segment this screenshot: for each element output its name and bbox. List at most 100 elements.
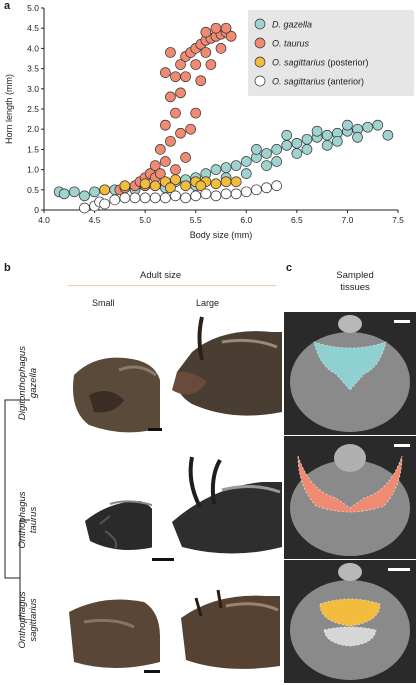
data-point bbox=[129, 192, 141, 204]
x-tick-label: 6.5 bbox=[291, 215, 303, 225]
data-point bbox=[210, 190, 222, 202]
data-point bbox=[240, 156, 252, 167]
data-point bbox=[165, 135, 176, 147]
y-tick-label: 3.5 bbox=[27, 64, 39, 74]
small-label: Small bbox=[92, 298, 115, 308]
data-point bbox=[170, 107, 181, 119]
adult-size-header: Adult size bbox=[140, 270, 182, 281]
legend-label: D. gazella bbox=[272, 20, 312, 30]
data-point bbox=[220, 176, 232, 188]
data-point bbox=[160, 156, 171, 167]
legend-marker bbox=[254, 75, 266, 87]
y-tick-label: 5.0 bbox=[27, 3, 39, 13]
data-point bbox=[58, 188, 70, 200]
data-point bbox=[79, 190, 90, 202]
data-point bbox=[185, 123, 197, 135]
data-point bbox=[200, 47, 212, 58]
data-point bbox=[170, 71, 181, 83]
legend-marker bbox=[254, 37, 266, 49]
data-point bbox=[99, 198, 111, 210]
data-point bbox=[160, 192, 171, 204]
data-point bbox=[291, 137, 303, 149]
data-point bbox=[170, 164, 181, 175]
legend-label: O. sagittarius (posterior) bbox=[272, 58, 369, 68]
data-point bbox=[175, 59, 186, 70]
beetle-taurus-small-image bbox=[70, 476, 160, 566]
data-point bbox=[271, 156, 282, 167]
phylogeny-tree bbox=[4, 399, 30, 620]
data-point bbox=[180, 152, 191, 163]
data-point bbox=[99, 184, 111, 196]
chart-axes: 4.0 4.5 5.0 5.5 6.0 6.5 7.0 7.5 0 0.5 1.0 1.5 2.0 2.5… bbox=[4, 3, 404, 240]
legend-label: O. sagittarius (anterior) bbox=[272, 77, 364, 87]
beetle-taurus-large-image bbox=[152, 452, 282, 562]
data-point bbox=[119, 192, 131, 204]
data-point bbox=[281, 129, 293, 141]
data-point bbox=[165, 182, 176, 194]
data-point bbox=[154, 168, 166, 179]
large-label: Large bbox=[196, 298, 220, 308]
sampled-tissues-title: Sampled tissues bbox=[336, 270, 374, 293]
data-point bbox=[139, 178, 151, 190]
chart-legend: D. gazella O. taurus O. sagittarius (poste… bbox=[248, 10, 414, 96]
data-point bbox=[165, 91, 176, 103]
x-tick-label: 7.0 bbox=[342, 215, 354, 225]
chart-points bbox=[53, 22, 394, 214]
data-point bbox=[301, 144, 313, 155]
data-point bbox=[175, 87, 186, 99]
data-point bbox=[271, 144, 282, 155]
data-point bbox=[331, 135, 343, 147]
x-tick-label: 6.0 bbox=[240, 215, 252, 225]
data-point bbox=[261, 160, 272, 171]
species-label-gazella: Digitonthophagus gazella bbox=[17, 346, 39, 420]
data-point bbox=[200, 26, 212, 38]
data-point bbox=[220, 22, 232, 34]
data-point bbox=[154, 144, 166, 155]
data-point bbox=[170, 190, 181, 202]
data-point bbox=[230, 188, 242, 200]
data-point bbox=[205, 59, 217, 70]
adult-size-rule bbox=[68, 285, 276, 286]
data-point bbox=[251, 144, 262, 155]
data-point bbox=[230, 176, 242, 188]
y-tick-label: 1.5 bbox=[27, 144, 39, 154]
data-point bbox=[240, 168, 252, 179]
x-axis-label: Body size (mm) bbox=[190, 230, 253, 240]
y-tick-label: 0 bbox=[34, 205, 39, 215]
tissue-image-taurus bbox=[284, 436, 416, 559]
data-point bbox=[225, 30, 237, 42]
y-tick-label: 3.0 bbox=[27, 84, 39, 94]
y-tick-label: 2.5 bbox=[27, 104, 39, 114]
data-point bbox=[382, 129, 394, 141]
x-tick-label: 7.5 bbox=[392, 215, 404, 225]
data-point bbox=[89, 186, 100, 198]
y-tick-label: 2.0 bbox=[27, 124, 39, 134]
panel-label-b: b bbox=[4, 262, 11, 274]
data-point bbox=[109, 194, 121, 206]
panel-label-a: a bbox=[4, 0, 11, 12]
data-point bbox=[195, 75, 207, 87]
x-tick-label: 4.0 bbox=[38, 215, 50, 225]
data-point bbox=[180, 180, 191, 192]
y-tick-label: 4.0 bbox=[27, 43, 39, 53]
data-point bbox=[165, 47, 176, 58]
data-point bbox=[210, 178, 222, 190]
data-point bbox=[251, 184, 262, 196]
data-point bbox=[220, 162, 232, 173]
data-point bbox=[230, 160, 242, 171]
data-point bbox=[240, 186, 252, 198]
data-point bbox=[160, 67, 171, 78]
data-point bbox=[190, 59, 202, 70]
data-point bbox=[362, 121, 374, 133]
data-point bbox=[119, 180, 131, 192]
legend-box bbox=[248, 10, 414, 96]
data-point bbox=[321, 129, 333, 141]
legend-marker bbox=[254, 18, 266, 30]
data-point bbox=[220, 188, 232, 200]
data-point bbox=[261, 182, 272, 194]
data-point bbox=[180, 71, 191, 83]
data-point bbox=[79, 202, 90, 214]
data-point bbox=[68, 186, 80, 198]
y-tick-label: 0.5 bbox=[27, 185, 39, 195]
data-point bbox=[271, 180, 282, 192]
